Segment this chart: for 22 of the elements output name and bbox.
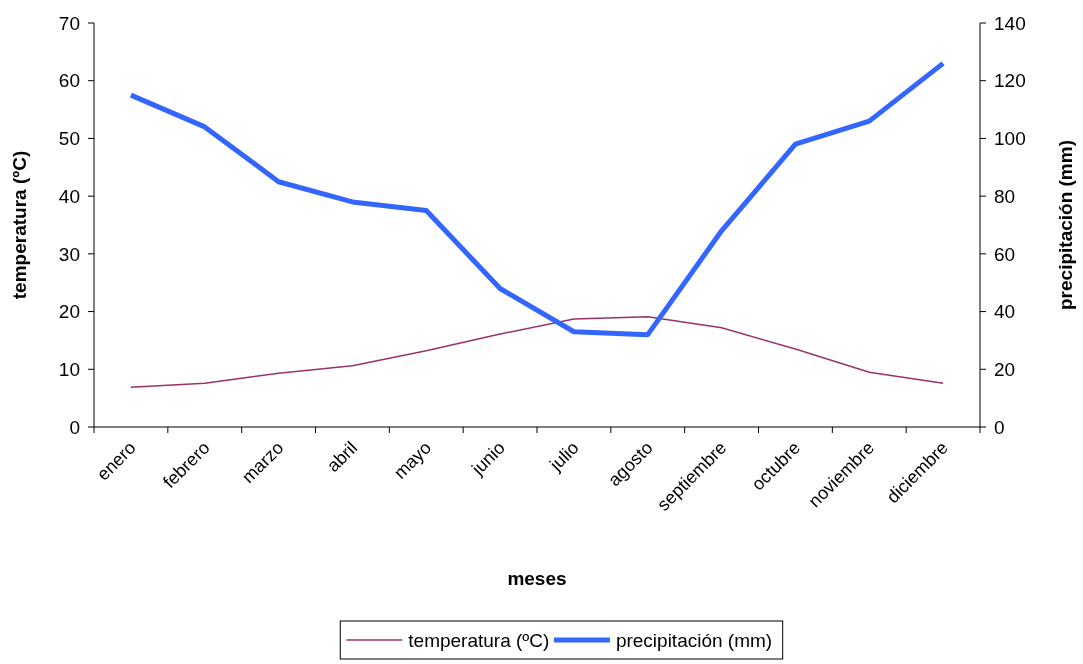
y2-tick-label: 20 (994, 358, 1016, 380)
y-tick-label: 40 (58, 185, 80, 207)
y-axis-title: temperatura (ºC) (9, 150, 30, 300)
y-tick-label: 30 (58, 243, 80, 265)
legend-label: precipitación (mm) (615, 629, 773, 651)
y2-tick-label: 140 (994, 12, 1026, 34)
y-tick-label: 10 (58, 358, 80, 380)
line-series (130, 316, 944, 388)
y2-tick-label: 60 (994, 243, 1016, 265)
y2-tick-label: 120 (994, 70, 1026, 92)
x-axis-title: meses (507, 568, 567, 589)
y-tick-label: 70 (58, 12, 80, 34)
legend-label: temperatura (ºC) (408, 629, 550, 651)
y2-tick-label: 80 (994, 185, 1016, 207)
y2-tick-label: 100 (994, 128, 1026, 150)
y-tick-label: 60 (58, 70, 80, 92)
y-tick-label: 20 (58, 301, 80, 323)
y-tick-label: 0 (69, 416, 80, 438)
y2-tick-label: 40 (994, 301, 1016, 323)
y2-tick-label: 0 (994, 416, 1005, 438)
y-tick-label: 50 (58, 128, 80, 150)
y2-axis-title: precipitación (mm) (1055, 140, 1076, 310)
